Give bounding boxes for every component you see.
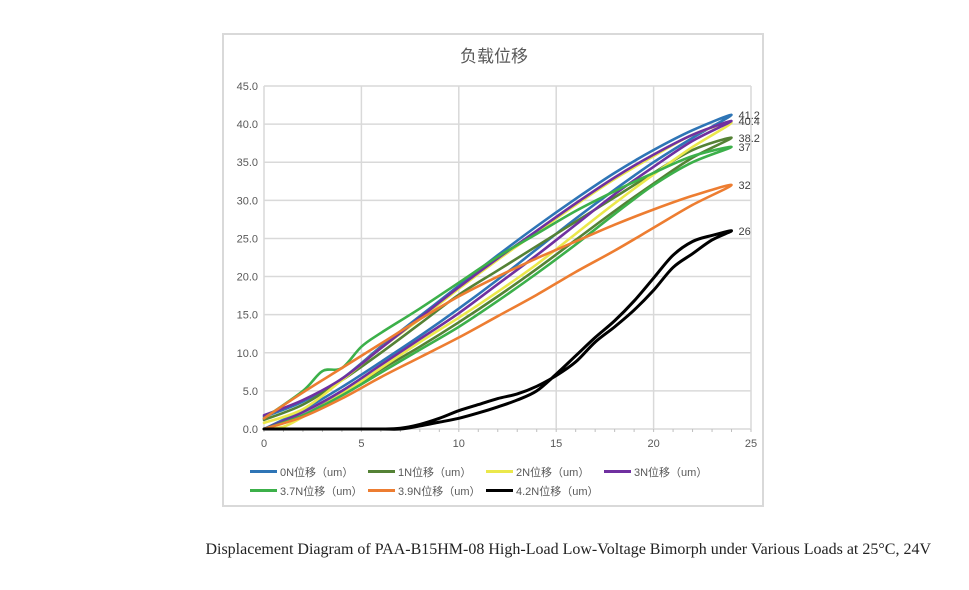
x-tick-label: 15 [550, 438, 562, 450]
legend-swatch [368, 489, 395, 492]
legend-label: 3.9N位移（um） [398, 485, 481, 498]
legend-item: 3.9N位移（um） [368, 483, 486, 499]
y-tick-label: 5.0 [243, 386, 258, 398]
legend-swatch [250, 489, 277, 492]
legend-label: 0N位移（um） [280, 466, 354, 479]
legend-item: 4.2N位移（um） [486, 483, 604, 499]
figure-caption: Displacement Diagram of PAA-B15HM-08 Hig… [0, 541, 969, 559]
caption-text: Displacement Diagram of PAA-B15HM-08 Hig… [205, 541, 931, 558]
y-tick-label: 30.0 [237, 195, 258, 207]
series-line-4 [262, 145, 733, 431]
data-label: 26 [739, 226, 751, 238]
y-tick-label: 0.0 [243, 424, 258, 436]
x-tick-label: 5 [358, 438, 364, 450]
legend-row: 3.7N位移（um） 3.9N位移（um） 4.2N位移（um） [250, 481, 750, 500]
line-chart: 负载位移 0.0 5.0 10.0 15.0 20.0 25.0 30.0 35.0 40.0 4… [237, 47, 760, 450]
data-label: 40.4 [739, 116, 760, 128]
data-label: 37 [739, 142, 751, 154]
legend-item: 2N位移（um） [486, 464, 604, 480]
chart-frame: 负载位移 0.0 5.0 10.0 15.0 20.0 25.0 30.0 35.0 40.0 4… [222, 33, 764, 507]
series-line-1 [262, 136, 733, 431]
data-label: 32 [739, 180, 751, 192]
y-tick-label: 45.0 [237, 81, 258, 93]
chart-title: 负载位移 [460, 47, 528, 67]
y-tick-label: 25.0 [237, 233, 258, 245]
data-label: 41.2 [739, 110, 760, 122]
axis-ticks: 0.0 5.0 10.0 15.0 20.0 25.0 30.0 35.0 40.0 45.0 0 5… [237, 81, 758, 450]
x-tick-label: 0 [261, 438, 267, 450]
legend-item: 0N位移（um） [250, 464, 368, 480]
y-tick-label: 35.0 [237, 157, 258, 169]
legend: 0N位移（um） 1N位移（um） 2N位移（um） 3N位移（um） 3.7N位移（… [250, 462, 750, 500]
series-line-3 [262, 119, 733, 431]
series-line-5 [262, 183, 733, 431]
legend-label: 4.2N位移（um） [516, 485, 599, 498]
legend-item: 1N位移（um） [368, 464, 486, 480]
x-tick-label: 25 [745, 438, 757, 450]
x-tick-label: 20 [647, 438, 659, 450]
legend-label: 1N位移（um） [398, 466, 472, 479]
legend-item: 3N位移（um） [604, 464, 722, 480]
legend-label: 3.7N位移（um） [280, 485, 363, 498]
legend-item: 3.7N位移（um） [250, 483, 368, 499]
y-tick-label: 20.0 [237, 272, 258, 284]
legend-label: 2N位移（um） [516, 466, 590, 479]
legend-row: 0N位移（um） 1N位移（um） 2N位移（um） 3N位移（um） [250, 462, 750, 481]
legend-label: 3N位移（um） [634, 466, 708, 479]
series-line-6 [262, 229, 734, 431]
data-labels: 41.2 38.2 40.4 37 32 26 [739, 110, 760, 238]
y-tick-label: 10.0 [237, 348, 258, 360]
legend-swatch [368, 470, 395, 473]
y-tick-label: 15.0 [237, 310, 258, 322]
data-label: 38.2 [739, 133, 760, 145]
legend-swatch [486, 489, 513, 492]
series-lines [262, 113, 734, 431]
legend-swatch [604, 470, 631, 473]
x-tick-label: 10 [453, 438, 465, 450]
y-tick-label: 40.0 [237, 119, 258, 131]
legend-swatch [486, 470, 513, 473]
legend-swatch [250, 470, 277, 473]
